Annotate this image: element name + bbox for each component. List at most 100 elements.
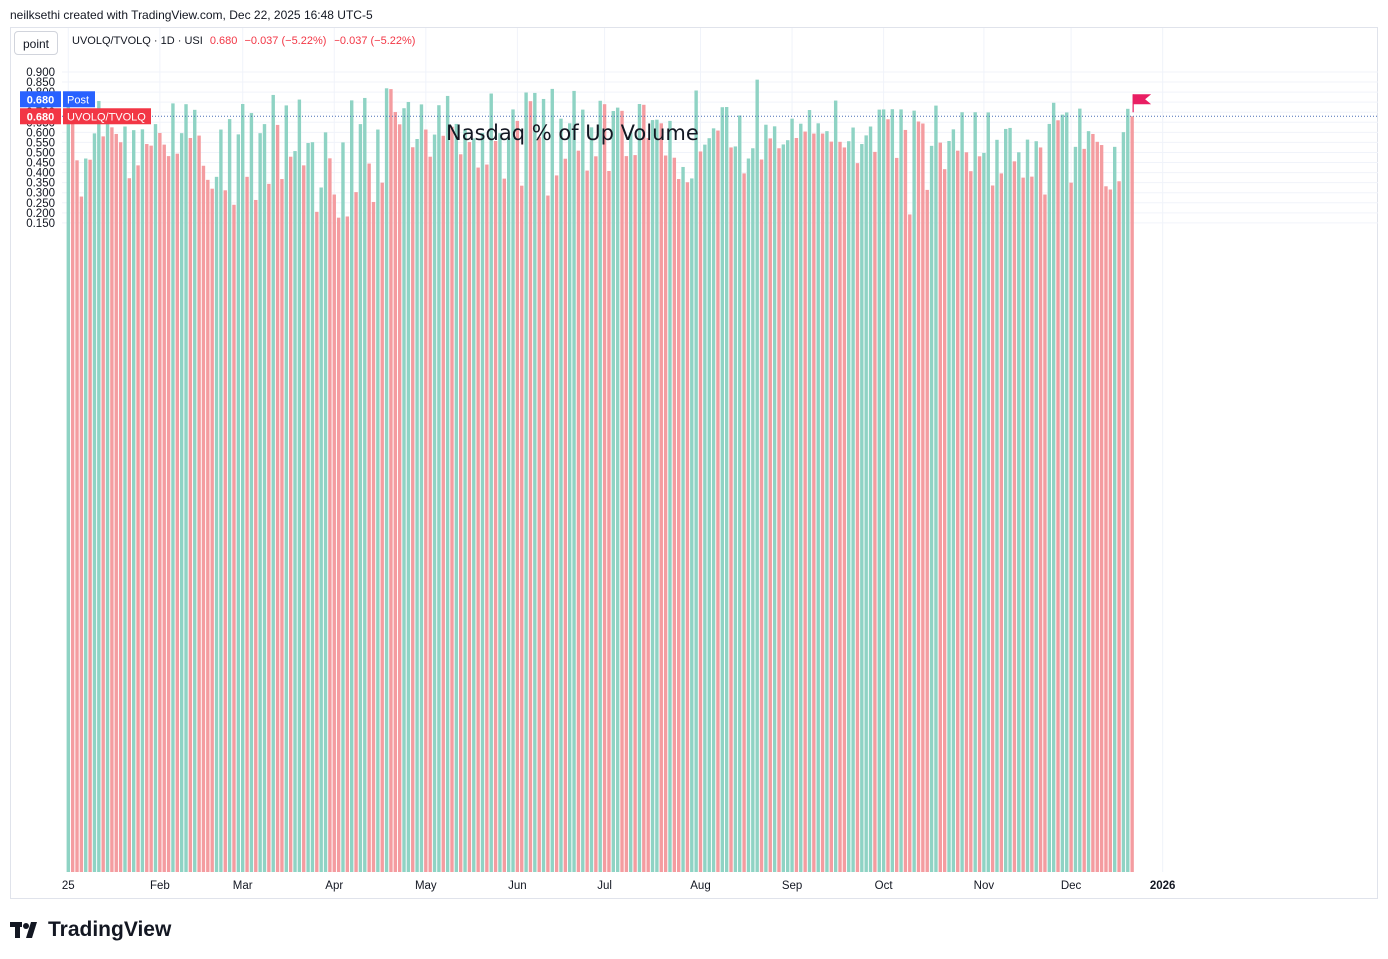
bar (241, 103, 245, 873)
x-tick-label: Nov (974, 880, 995, 892)
bar (1017, 152, 1021, 872)
bar (768, 138, 772, 872)
x-tick-label: 25 (62, 880, 75, 892)
flag-icon[interactable] (1132, 94, 1152, 113)
bar (302, 165, 306, 872)
bar (1004, 128, 1008, 873)
bar (520, 185, 524, 873)
bar (502, 178, 506, 873)
bar (541, 98, 546, 872)
x-tick-label: 2026 (1150, 880, 1176, 892)
bar (297, 99, 302, 873)
bar (88, 159, 92, 872)
bar (371, 201, 376, 872)
bar (672, 157, 677, 873)
bar (929, 145, 934, 872)
bar (1086, 131, 1091, 872)
bar (384, 88, 389, 873)
bar (1091, 133, 1095, 872)
symbol-name[interactable]: UVOLQ/TVOLQ · 1D · USI (72, 35, 203, 47)
bar (851, 127, 855, 873)
price-label-tag-box (63, 108, 151, 125)
bar (568, 123, 572, 872)
x-tick-label: Dec (1061, 880, 1082, 892)
bar (319, 187, 323, 873)
bar (232, 204, 236, 873)
bar (328, 158, 332, 872)
bar (668, 120, 672, 872)
bar (1047, 123, 1051, 872)
price-label-value: 0.680 (27, 94, 55, 106)
price-label-tag-box (63, 91, 95, 108)
bar (1069, 182, 1073, 872)
bar (288, 156, 293, 872)
bar (1130, 116, 1134, 873)
bar (698, 151, 703, 872)
bar (681, 166, 685, 872)
bar (271, 94, 275, 873)
bar (114, 133, 118, 872)
bar (598, 100, 602, 872)
bar (498, 133, 502, 872)
y-tick-label: 0.300 (26, 188, 55, 200)
bar (703, 144, 707, 873)
bar (210, 188, 214, 873)
bar (197, 135, 201, 872)
bar (602, 104, 607, 872)
bar (751, 148, 755, 872)
bar (738, 115, 742, 872)
bar (489, 93, 493, 873)
bar (594, 156, 598, 872)
bar (576, 150, 581, 873)
bar (402, 108, 406, 872)
bar (528, 101, 533, 872)
bar (1073, 146, 1078, 872)
bar (934, 105, 938, 872)
x-tick-label: Sep (782, 880, 802, 892)
bar (724, 107, 729, 873)
bar (925, 189, 929, 872)
bar (838, 141, 842, 872)
bar (485, 164, 489, 872)
bar (572, 90, 576, 873)
bar (506, 137, 511, 873)
bar (1121, 132, 1126, 872)
bar (437, 105, 441, 872)
bar (633, 155, 637, 873)
bar (293, 151, 297, 872)
bar (877, 109, 881, 873)
bar (1012, 161, 1017, 873)
bar (1008, 127, 1012, 873)
bar (467, 142, 472, 873)
bar (825, 131, 829, 872)
bar (655, 119, 659, 873)
bar (254, 199, 258, 872)
bar (459, 154, 463, 873)
bar (280, 179, 284, 873)
bar (415, 138, 419, 872)
bar (476, 167, 480, 872)
bar (903, 129, 908, 872)
bar (149, 145, 153, 872)
point-button[interactable]: point (14, 31, 58, 55)
bar (79, 196, 84, 873)
bar (105, 121, 110, 873)
y-tick-label: 0.500 (26, 147, 55, 159)
y-tick-label: 0.400 (26, 168, 55, 180)
bar (685, 182, 690, 873)
bar (895, 157, 899, 872)
bar (986, 112, 990, 872)
bar (441, 135, 445, 872)
x-tick-label: Feb (150, 880, 170, 892)
x-tick-label: Oct (875, 880, 894, 892)
bar (908, 214, 912, 873)
x-tick-label: May (415, 880, 437, 892)
bar (92, 133, 97, 873)
bar (951, 129, 956, 873)
bar (140, 129, 145, 873)
bar (166, 156, 171, 873)
y-tick-label: 0.900 (26, 67, 55, 79)
bar (847, 141, 851, 873)
bar (1082, 148, 1086, 872)
